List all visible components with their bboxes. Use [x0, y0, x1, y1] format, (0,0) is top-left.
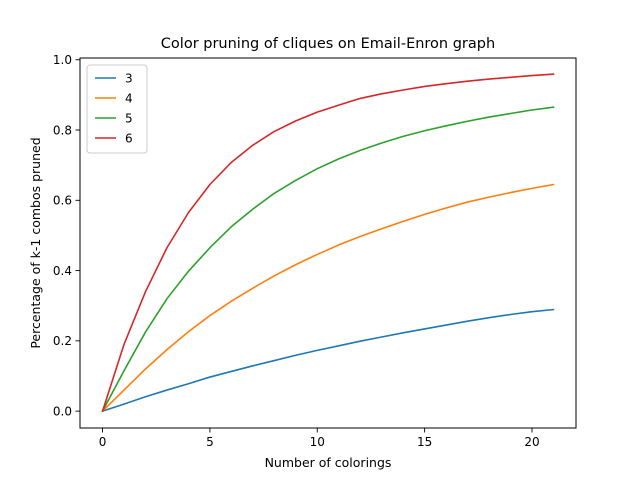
x-axis-label: Number of colorings [265, 455, 392, 470]
legend-label: 4 [125, 91, 133, 105]
chart-title: Color pruning of cliques on Email-Enron … [161, 36, 495, 52]
y-tick-label: 1.0 [53, 53, 72, 67]
y-tick-label: 0.6 [53, 194, 72, 208]
x-tick-label: 15 [417, 435, 432, 449]
y-axis-label: Percentage of k-1 combos pruned [28, 137, 43, 348]
plot-area-background [80, 58, 576, 428]
y-axis: 0.0 0.2 0.4 0.6 0.8 1.0 [53, 53, 80, 418]
x-axis: 0 5 10 15 20 [99, 428, 540, 449]
y-tick-label: 0.4 [53, 264, 72, 278]
legend: 3 4 5 6 [86, 64, 148, 154]
legend-label: 3 [125, 71, 133, 85]
series-line-6 [101, 73, 555, 413]
legend-box [86, 64, 148, 154]
x-tick-label: 20 [524, 435, 539, 449]
legend-label: 6 [125, 131, 133, 145]
series-layer [101, 73, 555, 413]
y-tick-label: 0.2 [53, 334, 72, 348]
plot-area-frame [79, 57, 577, 429]
series-line-4 [101, 183, 555, 413]
y-tick-label: 0.8 [53, 123, 72, 137]
x-tick-label: 0 [99, 435, 107, 449]
y-tick-label: 0.0 [53, 404, 72, 418]
series-line-3 [101, 308, 555, 413]
x-tick-label: 10 [310, 435, 325, 449]
legend-label: 5 [125, 111, 133, 125]
x-tick-label: 5 [206, 435, 214, 449]
series-line-5 [101, 106, 555, 413]
